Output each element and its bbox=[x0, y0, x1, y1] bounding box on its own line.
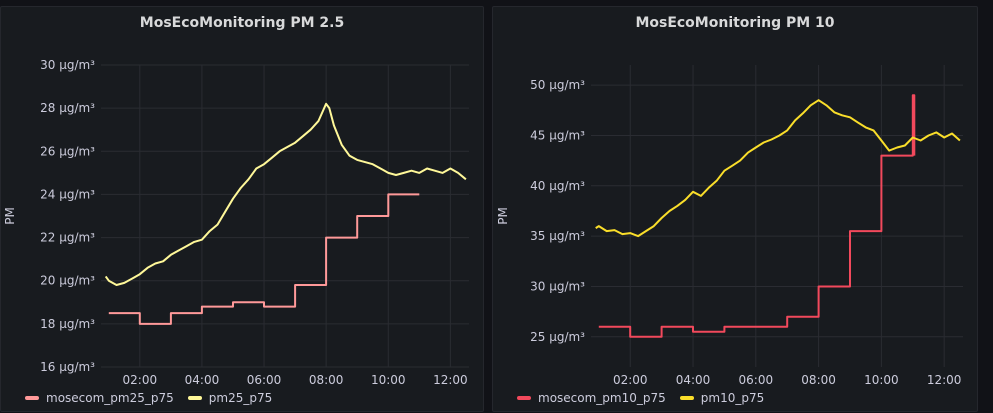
series-line-pm10_p75 bbox=[595, 99, 961, 238]
legend-label: mosecom_pm25_p75 bbox=[46, 391, 174, 405]
legend: mosecom_pm25_p75 pm25_p75 bbox=[25, 391, 286, 405]
panel-pm10: MosEcoMonitoring PM 10 25 µg/m³ 30 µg/m³ 3… bbox=[492, 6, 978, 412]
x-tick-label: 06:00 bbox=[739, 373, 774, 387]
y-tick-label: 26 µg/m³ bbox=[40, 144, 95, 158]
y-axis-label: PM bbox=[3, 207, 17, 225]
y-tick-label: 22 µg/m³ bbox=[40, 231, 95, 245]
y-axis-label: PM bbox=[496, 207, 510, 225]
y-tick-label: 35 µg/m³ bbox=[530, 229, 585, 243]
y-tick-label: 30 µg/m³ bbox=[530, 279, 585, 293]
x-tick-label: 08:00 bbox=[801, 373, 836, 387]
x-tick-label: 02:00 bbox=[613, 373, 648, 387]
x-tick-label: 10:00 bbox=[371, 373, 406, 387]
x-tick-label: 12:00 bbox=[927, 373, 962, 387]
legend-swatch bbox=[679, 396, 694, 400]
legend-swatch bbox=[25, 396, 39, 400]
legend-swatch bbox=[187, 396, 202, 400]
panel-title[interactable]: MosEcoMonitoring PM 10 bbox=[635, 15, 835, 31]
legend-swatch bbox=[517, 396, 531, 400]
panel-title[interactable]: MosEcoMonitoring PM 2.5 bbox=[139, 15, 345, 31]
y-tick-label: 20 µg/m³ bbox=[40, 274, 95, 288]
y-tick-label: 45 µg/m³ bbox=[530, 128, 585, 142]
pm10-chart[interactable]: 25 µg/m³ 30 µg/m³ 35 µg/m³ 40 µg/m³ 45 µg/m³… bbox=[493, 7, 979, 413]
pm25-chart[interactable]: 16 µg/m³ 18 µg/m³ 20 µg/m³ 22 µg/m³ 24 µg/m³… bbox=[1, 7, 485, 413]
x-tick-label: 04:00 bbox=[185, 373, 220, 387]
series-line-mosecom_pm10_p75 bbox=[598, 94, 916, 338]
y-tick-label: 24 µg/m³ bbox=[40, 187, 95, 201]
legend-item-pm10[interactable]: pm10_p75 bbox=[679, 391, 765, 405]
x-tick-label: 06:00 bbox=[247, 373, 282, 387]
x-tick-label: 08:00 bbox=[309, 373, 344, 387]
y-tick-label: 25 µg/m³ bbox=[530, 330, 585, 344]
x-tick-label: 12:00 bbox=[433, 373, 468, 387]
y-tick-label: 18 µg/m³ bbox=[40, 317, 95, 331]
x-tick-label: 02:00 bbox=[123, 373, 158, 387]
y-tick-label: 40 µg/m³ bbox=[530, 179, 585, 193]
legend-label: mosecom_pm10_p75 bbox=[538, 391, 666, 405]
y-tick-label: 50 µg/m³ bbox=[530, 78, 585, 92]
x-tick-label: 04:00 bbox=[676, 373, 711, 387]
x-tick-label: 10:00 bbox=[864, 373, 899, 387]
series-line-mosecom_pm25_p75 bbox=[108, 193, 420, 325]
panel-pm25: MosEcoMonitoring PM 2.5 16 µg/m³ 18 µg/m³… bbox=[0, 6, 484, 412]
series-line-pm25_p75 bbox=[104, 102, 467, 286]
legend-item-mosecom-pm25[interactable]: mosecom_pm25_p75 bbox=[25, 391, 174, 405]
legend: mosecom_pm10_p75 pm10_p75 bbox=[517, 391, 778, 405]
y-tick-label: 30 µg/m³ bbox=[40, 58, 95, 72]
legend-item-mosecom-pm10[interactable]: mosecom_pm10_p75 bbox=[517, 391, 666, 405]
legend-label: pm10_p75 bbox=[700, 391, 765, 405]
legend-item-pm25[interactable]: pm25_p75 bbox=[187, 391, 273, 405]
y-tick-label: 16 µg/m³ bbox=[40, 360, 95, 374]
legend-label: pm25_p75 bbox=[208, 391, 273, 405]
y-tick-label: 28 µg/m³ bbox=[40, 101, 95, 115]
